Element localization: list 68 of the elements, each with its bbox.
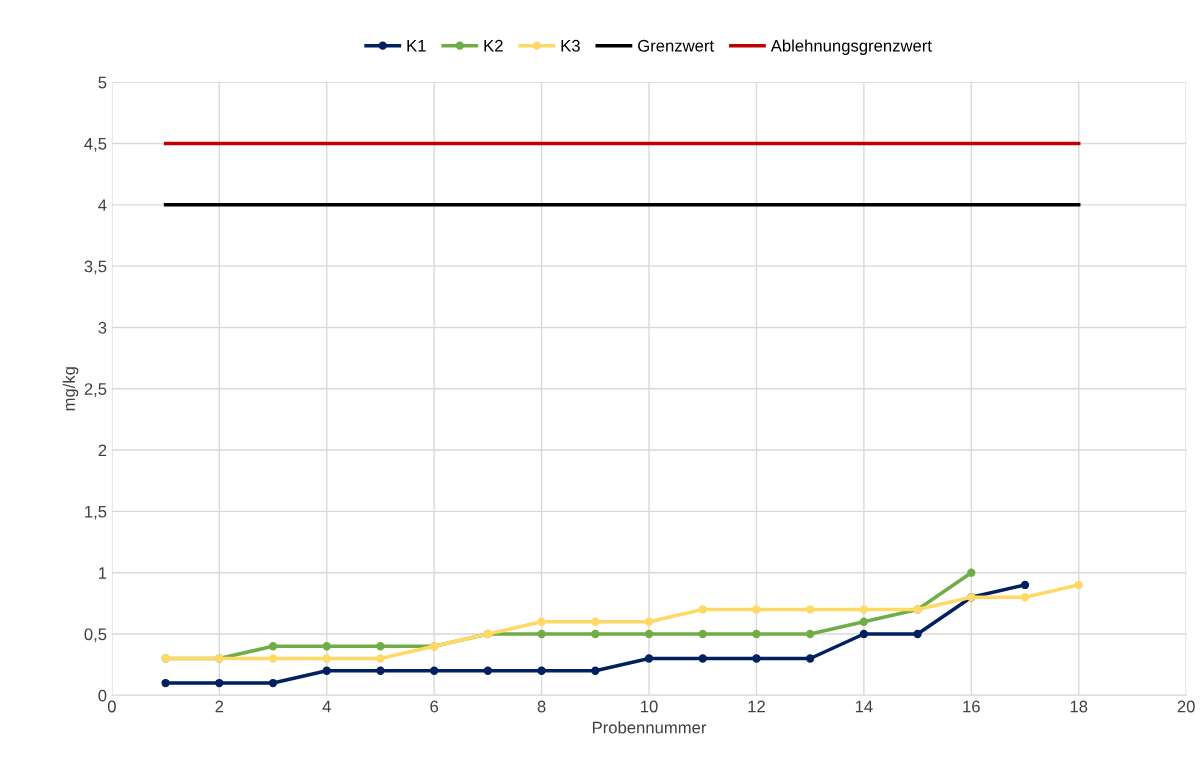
point [805, 629, 815, 639]
legend-label: Ablehnungsgrenzwert [770, 39, 932, 55]
y-tick-label: 3,5 [84, 260, 107, 275]
x-axis-title: Probennummer [592, 721, 707, 734]
x-tick-label: 10 [641, 700, 658, 713]
point [268, 678, 278, 688]
point [752, 654, 761, 663]
legend-label: K3 [561, 39, 580, 52]
x-tick-label: 12 [748, 700, 765, 713]
legend-label: Grenzwert [638, 39, 714, 52]
point [1074, 580, 1083, 590]
x-tick-label: 4 [322, 700, 331, 713]
point [859, 617, 869, 626]
point [698, 654, 707, 663]
point [752, 629, 761, 639]
y-tick-label: 2,5 [84, 383, 107, 397]
point [859, 629, 869, 639]
legend-label: K1 [407, 40, 426, 52]
y-tick-label: 3 [98, 321, 107, 334]
x-tick-label: 0 [107, 700, 116, 713]
point [752, 605, 761, 614]
point [805, 605, 815, 614]
point [268, 642, 278, 651]
point [591, 666, 600, 675]
point [1020, 593, 1030, 602]
legend-label: K2 [484, 39, 503, 52]
point [322, 666, 331, 675]
y-tick-label: 2 [98, 444, 107, 457]
point [698, 605, 707, 614]
x-tick-label: 2 [215, 700, 224, 713]
y-tick-label: 4 [98, 199, 107, 211]
point [967, 568, 976, 577]
x-tick-label: 6 [430, 700, 439, 713]
point [376, 654, 385, 663]
point [859, 605, 869, 614]
x-tick-label: 16 [963, 700, 980, 713]
point [644, 629, 654, 639]
point [161, 678, 170, 688]
x-tick-label: 18 [1070, 700, 1088, 713]
y-tick-label: 1 [99, 567, 107, 579]
x-tick-label: 8 [537, 700, 546, 713]
point [1020, 580, 1030, 590]
y-tick-label: 0 [98, 689, 107, 702]
point [268, 654, 278, 663]
point [537, 666, 546, 675]
point [805, 654, 815, 663]
point [591, 617, 600, 626]
x-tick-label: 20 [1177, 700, 1195, 713]
point [913, 629, 922, 639]
point [376, 642, 385, 651]
y-tick-label: 5 [98, 76, 107, 89]
point [698, 629, 707, 639]
y-tick-label: 1,5 [85, 505, 107, 520]
point [429, 666, 439, 675]
point [644, 654, 654, 663]
point [376, 666, 385, 675]
point [644, 617, 654, 626]
point [322, 654, 331, 663]
point [322, 642, 331, 651]
point [537, 617, 546, 626]
point [483, 666, 493, 675]
point [591, 629, 600, 639]
y-tick-label: 0,5 [84, 628, 107, 643]
y-tick-label: 4,5 [84, 138, 107, 152]
point [537, 629, 546, 639]
x-tick-label: 14 [855, 700, 873, 713]
y-axis-title: mg/kg [62, 367, 79, 411]
point [215, 678, 224, 688]
